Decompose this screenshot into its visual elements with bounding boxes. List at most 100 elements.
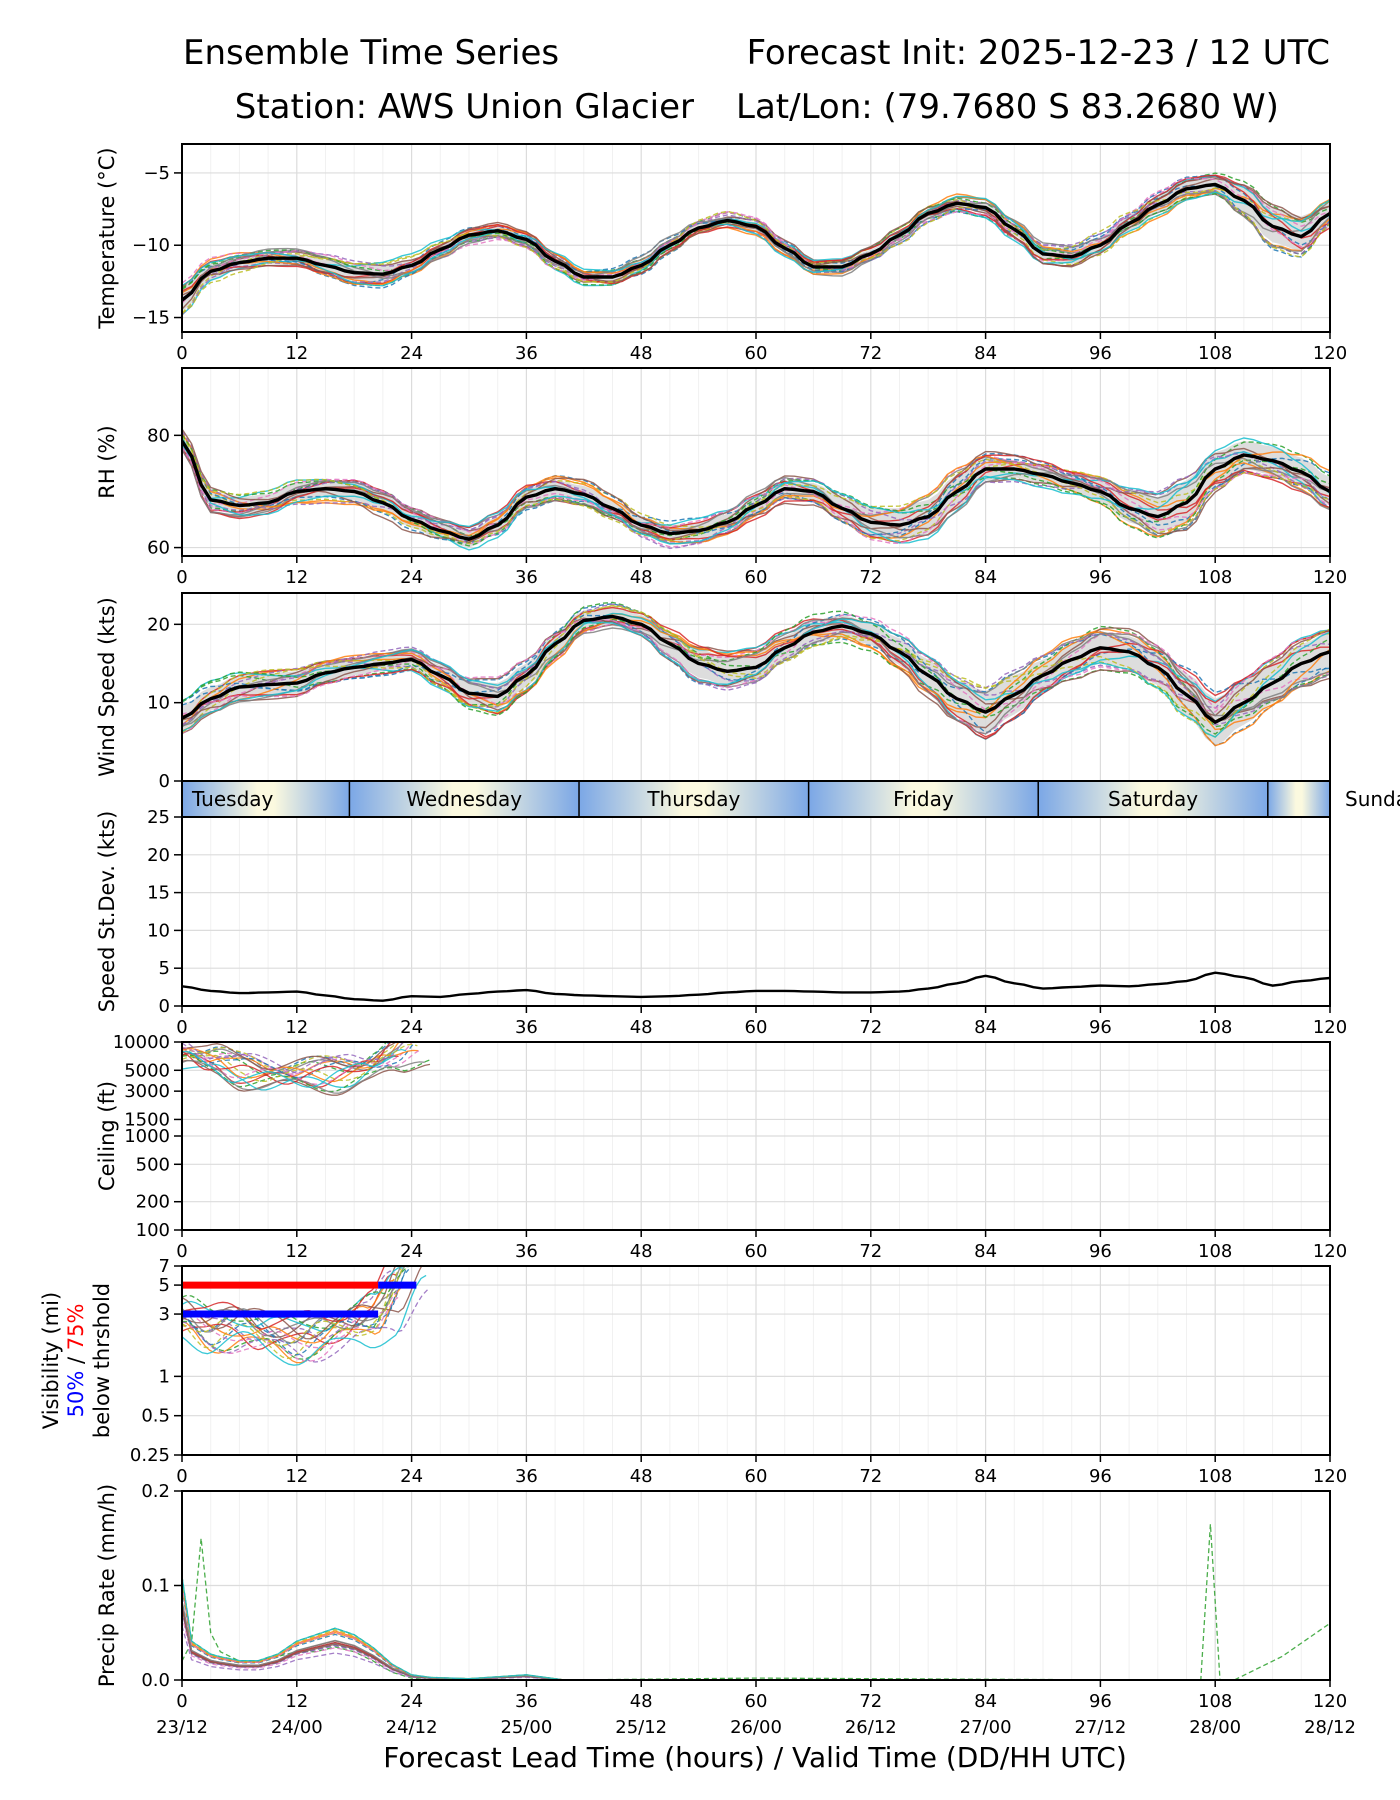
valid-time-label: 28/12 <box>1304 1717 1356 1738</box>
valid-time-label: 25/00 <box>500 1717 552 1738</box>
y-ticks: 0 5 10 15 20 25 <box>147 807 182 1017</box>
y-tick-label: 3 <box>159 1304 170 1325</box>
x-tick-label: 72 <box>859 1241 882 1262</box>
y-tick-label: 0 <box>159 996 170 1017</box>
ensemble-member-line <box>182 1615 1330 1680</box>
ensemble-member-line <box>182 1608 1330 1680</box>
x-tick-label: 84 <box>974 1466 997 1487</box>
y-axis-label: Ceiling (ft) <box>95 1081 119 1191</box>
day-band-segment <box>808 781 1039 817</box>
y-tick-label: 10 <box>147 920 170 941</box>
y-axis-label: RH (%) <box>95 425 119 498</box>
legend-50-percent: 50% <box>64 1371 88 1418</box>
x-tick-label: 0 <box>176 1466 187 1487</box>
x-tick-label: 120 <box>1313 1691 1347 1712</box>
ensemble-member-line <box>182 446 1330 545</box>
valid-time-label: 26/12 <box>845 1717 897 1738</box>
x-tick-label: 96 <box>1089 567 1112 588</box>
station-label: Station: AWS Union Glacier <box>235 87 694 127</box>
valid-time-label: 23/12 <box>156 1717 208 1738</box>
y-tick-label: 5000 <box>124 1060 170 1081</box>
x-ticks: 0 12 24 36 48 60 72 84 96 108 120 <box>176 1006 1347 1038</box>
panel-temperature: −15 −10 −5 0 12 24 36 48 60 72 84 96 108 120 Temperatu… <box>95 143 1347 364</box>
x-tick-label: 120 <box>1313 1017 1347 1038</box>
y-tick-label: 1500 <box>124 1109 170 1130</box>
x-tick-label: 24 <box>400 1241 423 1262</box>
x-tick-label: 24 <box>400 1691 423 1712</box>
x-tick-label: 84 <box>974 1017 997 1038</box>
day-band-segment <box>1038 781 1268 817</box>
y-tick-label: 0 <box>159 771 170 792</box>
x-tick-label: 12 <box>285 567 308 588</box>
y-axis-label: Temperature (°C) <box>95 147 119 329</box>
x-tick-label: 72 <box>859 343 882 364</box>
y-tick-label: −15 <box>132 308 170 329</box>
ensemble-member-line <box>182 1266 423 1340</box>
valid-time-label: 24/12 <box>386 1717 438 1738</box>
ensemble-member-line <box>182 174 1330 293</box>
day-label: Thursday <box>646 787 740 811</box>
y-axis-label: Speed St.Dev. (kts) <box>95 811 119 1013</box>
ensemble-member-line <box>182 1042 405 1075</box>
x-tick-label: 48 <box>630 343 653 364</box>
plot-area-speed_stdev <box>182 971 1330 1002</box>
valid-time-label: 28/00 <box>1189 1717 1241 1738</box>
ensemble-member-line <box>182 1043 418 1083</box>
day-label: Sunda <box>1345 787 1400 811</box>
y-axis-label: Precip Rate (mm/h) <box>95 1484 119 1687</box>
y-ticks: 60 80 <box>147 425 182 559</box>
x-tick-label: 108 <box>1198 1691 1232 1712</box>
x-ticks: 0 12 24 36 48 60 72 84 96 108 120 <box>176 1455 1347 1487</box>
x-tick-label: 108 <box>1198 1017 1232 1038</box>
ensemble-member-line <box>185 1042 404 1074</box>
ensemble-member-line <box>182 614 1330 715</box>
x-tick-label: 96 <box>1089 343 1112 364</box>
plot-area-visibility <box>182 1266 429 1366</box>
x-tick-label: 96 <box>1089 1691 1112 1712</box>
ensemble-mean-line <box>182 614 1330 724</box>
x-tick-label: 84 <box>974 1241 997 1262</box>
plot-area-temperature <box>182 172 1330 316</box>
x-tick-label: 24 <box>400 1017 423 1038</box>
ensemble-member-line <box>182 1600 1330 1680</box>
plot-area-precip_rate <box>182 1524 1330 1680</box>
ensemble-member-line <box>182 1046 421 1085</box>
plot-area-wind_speed <box>182 601 1330 747</box>
valid-time-label: 27/00 <box>960 1717 1012 1738</box>
figure-title-right: Forecast Init: 2025-12-23 / 12 UTC <box>747 33 1330 73</box>
x-tick-label: 12 <box>285 343 308 364</box>
day-label: Friday <box>893 787 954 811</box>
x-tick-label: 48 <box>630 1466 653 1487</box>
ensemble-member-line <box>182 1266 405 1347</box>
ensemble-member-line <box>182 1274 427 1366</box>
ensemble-member-line <box>182 436 1330 545</box>
x-tick-label: 84 <box>974 567 997 588</box>
ensemble-mean-line <box>182 182 1330 302</box>
x-tick-label: 0 <box>176 343 187 364</box>
x-tick-label: 36 <box>515 1017 538 1038</box>
x-tick-label: 84 <box>974 1691 997 1712</box>
ensemble-member-line <box>182 619 1330 726</box>
ensemble-member-line <box>182 177 1330 304</box>
x-tick-label: 0 <box>176 1241 187 1262</box>
y-tick-label: 80 <box>147 425 170 446</box>
y-tick-label: 15 <box>147 883 170 904</box>
x-ticks: 0 12 24 36 48 60 72 84 96 108 120 <box>176 1230 1347 1262</box>
panel-precip_rate: 0.0 0.1 0.2 0 23/12 12 24/00 24 24/12 36 25/00 48 25… <box>95 1481 1356 1738</box>
y-axis-label: Visibility (mi) <box>39 1292 63 1429</box>
x-ticks: 0 12 24 36 48 60 72 84 96 108 120 <box>176 556 1347 588</box>
y-tick-label: 100 <box>136 1220 170 1241</box>
day-band: Tuesday Wednesday Thursday Friday Saturday Su… <box>181 780 1400 818</box>
ensemble-member-line <box>182 613 1330 734</box>
y-tick-label: −5 <box>143 163 170 184</box>
x-tick-label: 36 <box>515 1691 538 1712</box>
day-label: Wednesday <box>406 787 522 811</box>
y-tick-label: 5 <box>159 1275 170 1296</box>
x-tick-label: 12 <box>285 1241 308 1262</box>
ensemble-member-line <box>182 449 1330 539</box>
panel-visibility: 0.25 0.5 1 3 57 0 12 24 36 48 60 72 84 96 108 120 Visibi… <box>39 1256 1347 1487</box>
x-tick-label: 72 <box>859 1017 882 1038</box>
ensemble-member-line <box>182 1289 429 1363</box>
y-tick-label: 200 <box>136 1192 170 1213</box>
ensemble-member-line <box>182 1053 399 1088</box>
